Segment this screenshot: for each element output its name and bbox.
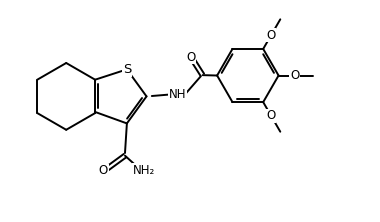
Text: O: O xyxy=(266,109,276,122)
Text: S: S xyxy=(123,63,131,76)
Text: NH: NH xyxy=(169,88,186,101)
Text: O: O xyxy=(99,164,108,177)
Text: O: O xyxy=(266,29,276,42)
Text: NH₂: NH₂ xyxy=(133,164,155,176)
Text: O: O xyxy=(290,69,299,82)
Text: O: O xyxy=(186,51,195,64)
